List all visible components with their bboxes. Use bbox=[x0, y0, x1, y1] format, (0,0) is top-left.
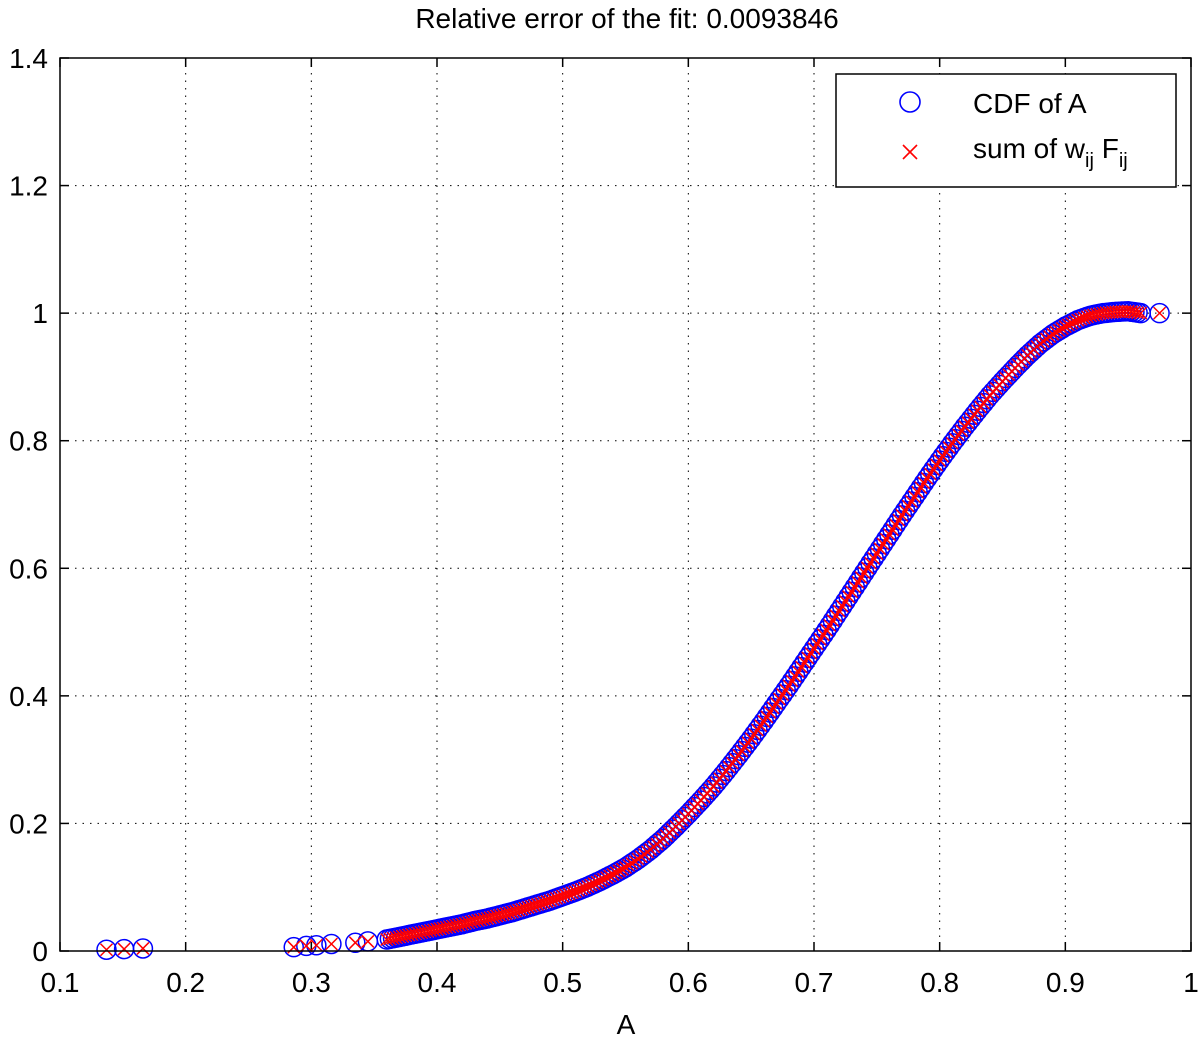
sum-point bbox=[361, 934, 375, 948]
sum-point bbox=[606, 867, 620, 881]
sum-point bbox=[1046, 327, 1060, 341]
x-tick-label: 1 bbox=[1183, 967, 1199, 998]
sum-point bbox=[324, 937, 338, 951]
plot-area-frame bbox=[59, 57, 1192, 952]
legend-label-sum: sum of wij Fij bbox=[973, 133, 1128, 172]
x-tick-label: 0.6 bbox=[669, 967, 708, 998]
sum-point bbox=[136, 941, 150, 955]
y-tick-label: 0 bbox=[32, 936, 48, 967]
sum-point bbox=[618, 860, 633, 874]
x-tick-label: 0.4 bbox=[418, 967, 457, 998]
sum-point bbox=[612, 864, 626, 878]
x-tick-label: 0.5 bbox=[543, 967, 582, 998]
sum-point bbox=[1131, 306, 1145, 320]
x-tick-label: 0.3 bbox=[292, 967, 331, 998]
legend: CDF of A sum of wij Fij bbox=[835, 73, 1177, 188]
sum-point bbox=[603, 869, 617, 883]
sum-point bbox=[117, 942, 131, 956]
sum-point bbox=[1049, 325, 1063, 339]
legend-label-cdf: CDF of A bbox=[973, 88, 1087, 119]
sum-point bbox=[299, 939, 313, 953]
y-tick-label: 0.8 bbox=[9, 426, 48, 457]
x-tick-label: 0.9 bbox=[1046, 967, 1085, 998]
sum-point bbox=[590, 875, 604, 889]
cdf-point bbox=[321, 933, 342, 955]
sum-point bbox=[609, 866, 623, 880]
sum-point bbox=[587, 877, 601, 891]
cdf-point bbox=[1149, 302, 1170, 324]
sum-point bbox=[581, 880, 595, 894]
sum-point bbox=[309, 938, 323, 952]
cdf-point bbox=[132, 938, 154, 959]
sum-point bbox=[1153, 306, 1167, 320]
sum-point bbox=[1065, 316, 1079, 330]
sum-point bbox=[600, 871, 614, 885]
x-tick-label: 0.1 bbox=[41, 967, 80, 998]
x-tick-label: 0.8 bbox=[920, 967, 959, 998]
sum-point bbox=[584, 878, 598, 892]
sum-point bbox=[628, 854, 642, 868]
sum-point bbox=[99, 943, 114, 957]
cdf-point bbox=[96, 939, 117, 960]
y-tick-label: 1 bbox=[32, 298, 48, 329]
y-tick-label: 1.4 bbox=[9, 43, 48, 74]
legend-box bbox=[835, 73, 1177, 188]
x-tick-label: 0.7 bbox=[795, 967, 834, 998]
grid-lines bbox=[60, 58, 1191, 951]
sum-point bbox=[615, 862, 629, 876]
sum-point bbox=[596, 872, 611, 886]
sum-point bbox=[622, 858, 636, 872]
x-tick-label: 0.2 bbox=[166, 967, 205, 998]
sum-point bbox=[1052, 323, 1066, 337]
legend-x-marker bbox=[902, 144, 918, 160]
y-tick-label: 0.2 bbox=[9, 808, 48, 839]
y-tick-label: 0.4 bbox=[9, 681, 48, 712]
series-sum-of-wij-fij bbox=[99, 304, 1167, 957]
legend-circle-marker bbox=[899, 91, 921, 113]
sum-point bbox=[593, 874, 607, 888]
y-tick-label: 1.2 bbox=[9, 171, 48, 202]
x-tick-labels: 0.1 0.2 0.3 0.4 0.5 0.6 0.7 0.8 0.9 1 bbox=[41, 967, 1199, 998]
sum-point bbox=[625, 856, 639, 870]
cdf-point bbox=[345, 932, 366, 953]
sum-point bbox=[1115, 305, 1129, 319]
sum-point bbox=[1055, 321, 1069, 335]
cdf-point bbox=[283, 936, 304, 958]
sum-point bbox=[1134, 306, 1148, 320]
x-axis-label: A bbox=[617, 1009, 636, 1037]
sum-point bbox=[348, 936, 362, 950]
chart-title: Relative error of the fit: 0.0093846 bbox=[415, 3, 838, 34]
sum-point bbox=[1061, 318, 1076, 332]
y-tick-labels: 0 0.2 0.4 0.6 0.8 1 1.2 1.4 bbox=[9, 43, 48, 967]
y-tick-label: 0.6 bbox=[9, 553, 48, 584]
sum-point bbox=[1058, 320, 1072, 334]
